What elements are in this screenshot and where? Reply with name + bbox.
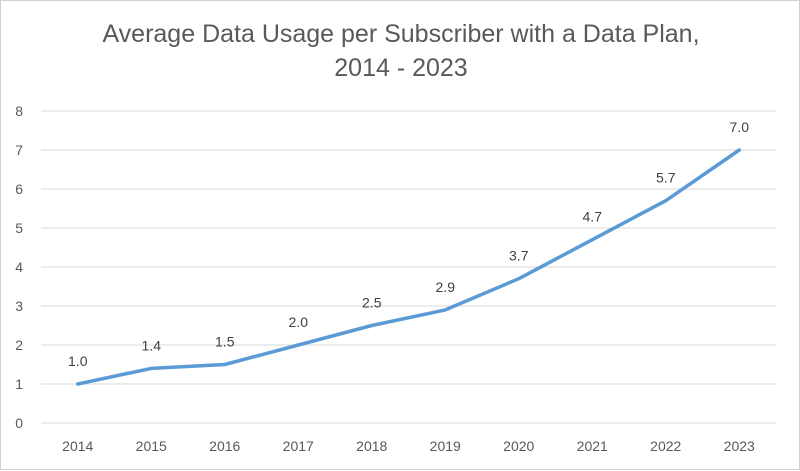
y-tick-label: 4 — [15, 259, 23, 275]
data-point — [590, 238, 594, 242]
data-point — [76, 382, 80, 386]
x-tick-label: 2021 — [577, 438, 608, 454]
data-label: 1.4 — [142, 337, 162, 353]
x-tick-label: 2022 — [650, 438, 681, 454]
y-tick-label: 1 — [15, 376, 23, 392]
data-label: 1.5 — [215, 334, 235, 350]
x-tick-label: 2018 — [356, 438, 387, 454]
x-tick-label: 2016 — [209, 438, 240, 454]
y-tick-label: 5 — [15, 220, 23, 236]
data-label: 3.7 — [509, 248, 529, 264]
data-label: 2.9 — [436, 279, 456, 295]
data-point — [664, 199, 668, 203]
chart-title: Average Data Usage per Subscriber with a… — [1, 17, 800, 85]
x-tick-label: 2017 — [283, 438, 314, 454]
x-tick-label: 2015 — [136, 438, 167, 454]
data-label: 2.0 — [289, 314, 309, 330]
chart-title-line-2: 2014 - 2023 — [334, 54, 468, 82]
x-tick-label: 2020 — [503, 438, 534, 454]
data-point — [296, 343, 300, 347]
y-tick-label: 2 — [15, 337, 23, 353]
data-point — [223, 363, 227, 366]
data-label: 2.5 — [362, 295, 382, 311]
chart-title-line-1: Average Data Usage per Subscriber with a… — [102, 20, 700, 48]
x-tick-label: 2023 — [724, 438, 755, 454]
data-point — [737, 148, 741, 152]
y-tick-label: 0 — [15, 415, 23, 431]
data-point — [370, 324, 374, 327]
data-point — [149, 366, 153, 370]
y-tick-label: 7 — [15, 142, 23, 158]
data-point — [443, 308, 447, 312]
data-label: 1.0 — [68, 353, 88, 369]
y-tick-label: 3 — [15, 298, 23, 314]
data-point — [517, 277, 521, 281]
data-label: 5.7 — [656, 170, 676, 186]
data-label: 7.0 — [730, 119, 750, 135]
y-tick-label: 8 — [15, 103, 23, 119]
x-tick-label: 2014 — [62, 438, 93, 454]
data-label: 4.7 — [583, 209, 603, 225]
x-tick-label: 2019 — [430, 438, 461, 454]
y-tick-label: 6 — [15, 181, 23, 197]
series-line — [76, 148, 742, 386]
